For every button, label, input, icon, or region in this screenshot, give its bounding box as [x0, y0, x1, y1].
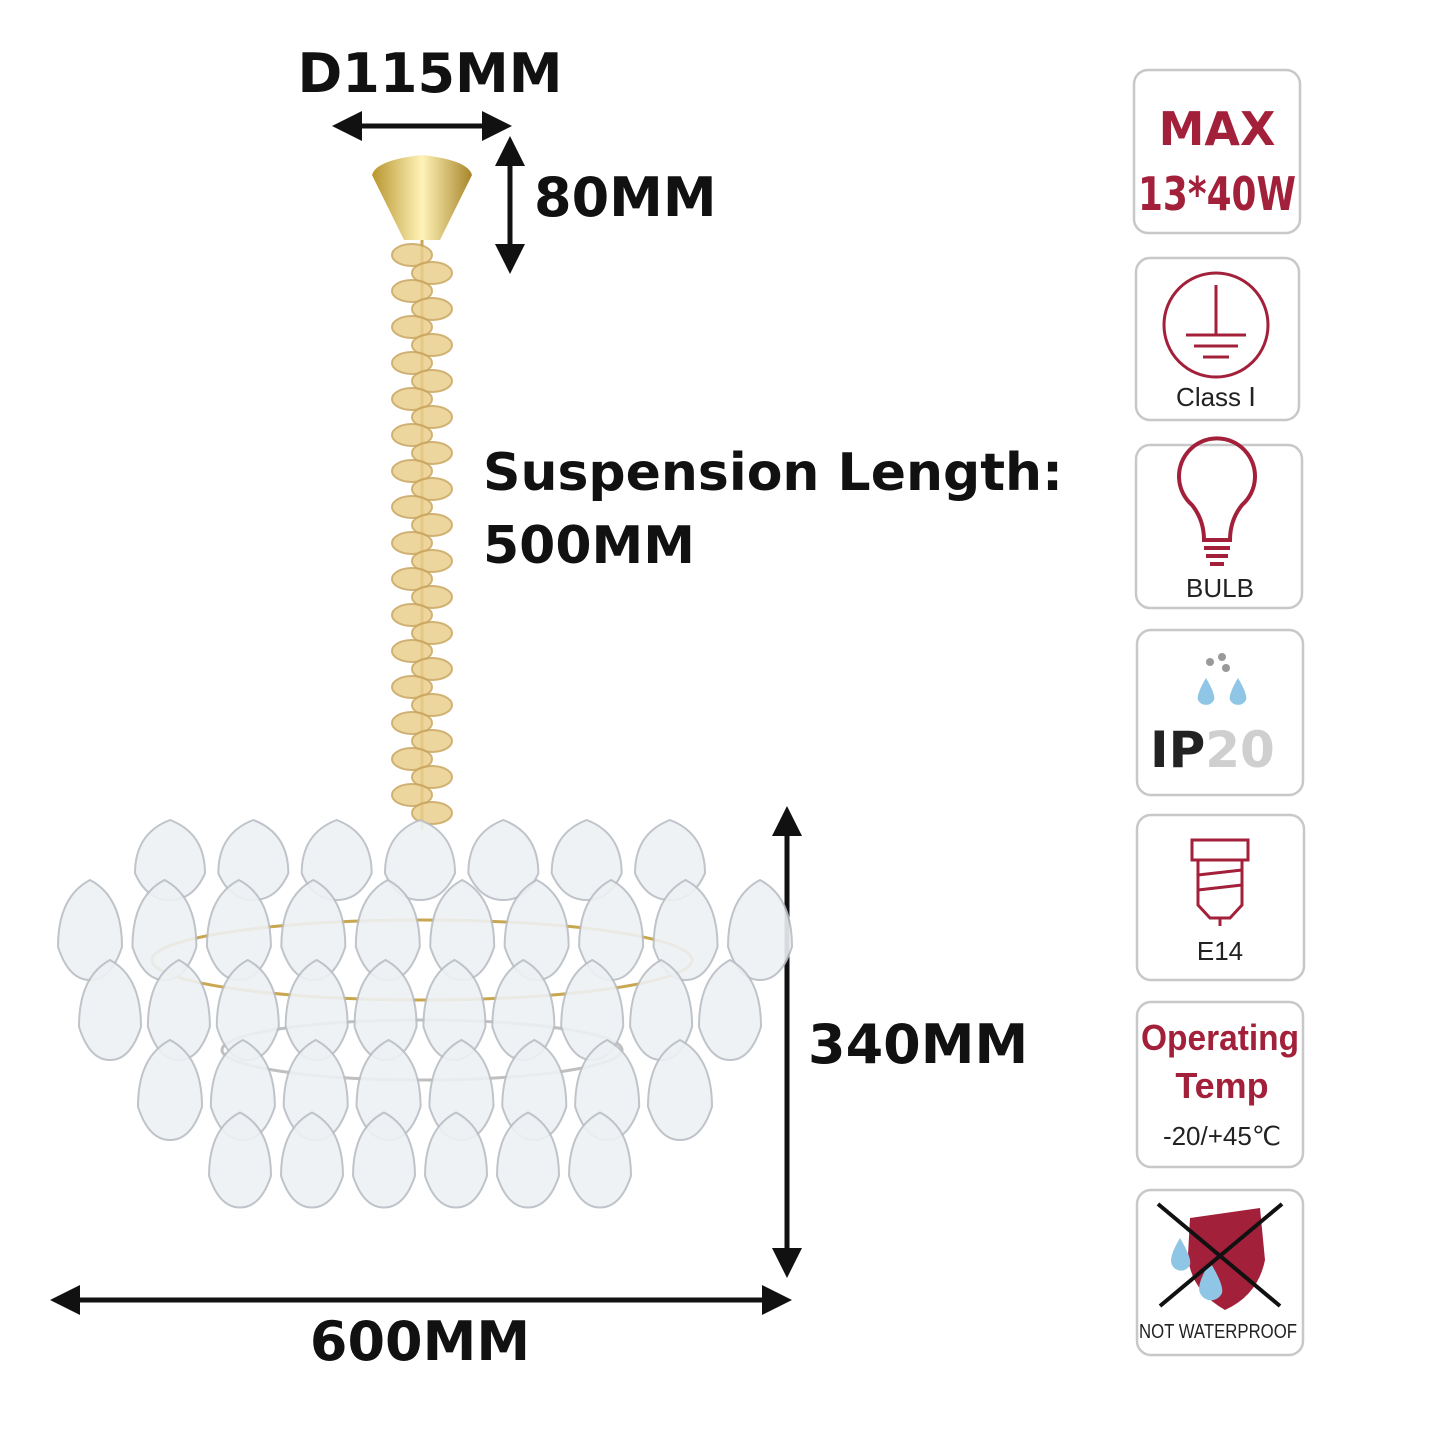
chain-link [391, 747, 433, 771]
crystal [207, 1111, 273, 1209]
not-waterproof-icon [1156, 1202, 1284, 1310]
crystal [351, 1111, 417, 1209]
drops-icon [1197, 653, 1247, 705]
suspension-label: Suspension Length: [483, 443, 1063, 503]
chain-link [411, 369, 453, 393]
chain-link [411, 297, 453, 321]
chain-link [391, 459, 433, 483]
chain-link [411, 801, 453, 825]
chain-link [391, 567, 433, 591]
chain-link [391, 639, 433, 663]
crystal [646, 1038, 714, 1142]
temp-line2: Temp [1175, 1065, 1268, 1106]
max-label: MAX [1159, 102, 1276, 156]
suspension-value: 500MM [483, 516, 695, 576]
earth-icon [1162, 271, 1270, 379]
bulb-label: BULB [1186, 573, 1254, 603]
crystal [423, 1111, 489, 1209]
canopy [372, 155, 472, 240]
chain-link [411, 477, 453, 501]
chain-link [391, 279, 433, 303]
max-value: 13*40W [1138, 167, 1296, 221]
crystal [550, 818, 623, 902]
body-height: 340MM [808, 1013, 1028, 1076]
waterproof-label: NOT WATERPROOF [1139, 1321, 1297, 1343]
badges: MAX 13*40W Class Ⅰ BULB IP20 [1132, 68, 1306, 1357]
chain-link [411, 513, 453, 537]
crystal [77, 958, 143, 1062]
class-label: Class Ⅰ [1176, 382, 1256, 412]
crystal [697, 958, 763, 1062]
chain-link [411, 729, 453, 753]
badge-frame [1135, 813, 1306, 982]
chain-link [391, 531, 433, 555]
ip-prefix: IP [1150, 721, 1205, 779]
chain-link [411, 261, 453, 285]
chain-link [411, 405, 453, 429]
badge-frame [1132, 68, 1302, 235]
chain-link [411, 657, 453, 681]
badge-frame [1134, 443, 1304, 610]
crystal [136, 1038, 204, 1142]
crystal [300, 818, 373, 902]
crystal [726, 878, 794, 982]
chain-link [391, 315, 433, 339]
chain-link [391, 783, 433, 807]
chain-link [411, 585, 453, 609]
crystal [383, 818, 457, 902]
ip-rating: IP20 [1150, 721, 1275, 779]
chain-link [391, 243, 433, 267]
ip-digits: 20 [1205, 721, 1275, 779]
bulb-icon [1177, 436, 1257, 566]
chain-link [391, 387, 433, 411]
chandelier-body [56, 818, 794, 1209]
chain-link [411, 621, 453, 645]
chain-link [411, 333, 453, 357]
chain-link [411, 765, 453, 789]
crystal [495, 1111, 561, 1209]
chain-link [391, 711, 433, 735]
chain [391, 240, 453, 830]
chain-link [411, 441, 453, 465]
chain-link [391, 351, 433, 375]
e14-icon [1190, 838, 1250, 926]
temp-line1: Operating [1141, 1017, 1299, 1058]
chain-link [411, 693, 453, 717]
crystal [467, 818, 540, 902]
dimension-arrows [50, 111, 802, 1315]
chain-link [391, 675, 433, 699]
crystal [279, 1111, 345, 1209]
badge-frame [1134, 256, 1301, 422]
chain-link [391, 495, 433, 519]
badge-frame [1135, 628, 1305, 797]
canopy-diameter: D115MM [297, 42, 562, 105]
chain-link [391, 423, 433, 447]
crystal [652, 878, 719, 982]
temp-range: -20/+45℃ [1163, 1121, 1281, 1151]
canopy-height: 80MM [534, 166, 717, 229]
crystal [567, 1111, 633, 1209]
chain-link [391, 603, 433, 627]
socket-label: E14 [1197, 936, 1243, 966]
body-width: 600MM [310, 1310, 530, 1373]
chain-link [411, 549, 453, 573]
badge-frame [1135, 1000, 1305, 1169]
